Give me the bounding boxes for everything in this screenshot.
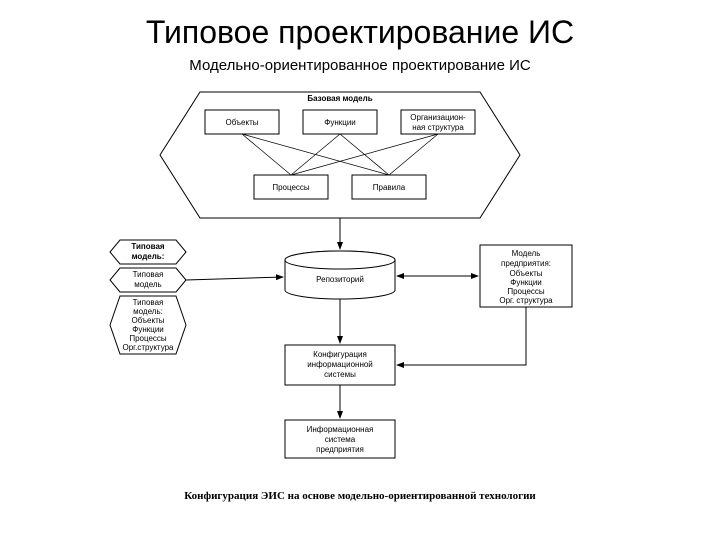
config-l2: информационной (307, 360, 373, 369)
ent-l6: Орг. структура (499, 296, 553, 305)
left-hex-mid-l1: Типовая (133, 270, 164, 279)
flowchart-diagram: Базовая модель Объекты Функции Организац… (80, 80, 640, 480)
left-hex-b-l5: Процессы (129, 334, 167, 343)
left-hex-b-l3: Объекты (132, 316, 165, 325)
label-rules: Правила (373, 183, 406, 192)
label-functions: Функции (324, 118, 356, 127)
left-hex-b-l1: Типовая (133, 298, 164, 307)
arrow-left-to-repo (186, 277, 283, 280)
label-objects: Объекты (226, 118, 259, 127)
left-hex-b-l6: Орг.структура (122, 343, 174, 352)
ent-l1: Модель (512, 249, 541, 258)
arrow-ent-to-config (397, 307, 526, 365)
repository-label: Репозиторий (316, 275, 364, 284)
final-l2: система (325, 435, 356, 444)
page-subtitle: Модельно-ориентированное проектирование … (0, 57, 720, 74)
page-title: Типовое проектирование ИС (0, 14, 720, 51)
ent-l5: Процессы (507, 287, 545, 296)
left-hex-header-l2: модель: (132, 252, 165, 261)
label-processes: Процессы (272, 183, 310, 192)
final-l1: Информационная (307, 425, 374, 434)
left-hex-mid-l2: модель (134, 280, 161, 289)
base-model-label: Базовая модель (307, 94, 372, 103)
left-hex-header-l1: Типовая (131, 242, 164, 251)
config-l1: Конфигурация (313, 350, 367, 359)
final-l3: предприятия (316, 445, 364, 454)
label-org-2: ная структура (412, 123, 464, 132)
left-hex-b-l2: модель: (133, 307, 163, 316)
figure-caption: Конфигурация ЭИС на основе модельно-орие… (0, 490, 720, 502)
ent-l4: Функции (510, 278, 542, 287)
left-hex-b-l4: Функции (132, 325, 164, 334)
ent-l3: Объекты (510, 269, 543, 278)
config-l3: системы (324, 370, 356, 379)
label-org-1: Организацион- (410, 113, 466, 122)
ent-l2: предприятия: (501, 259, 551, 268)
